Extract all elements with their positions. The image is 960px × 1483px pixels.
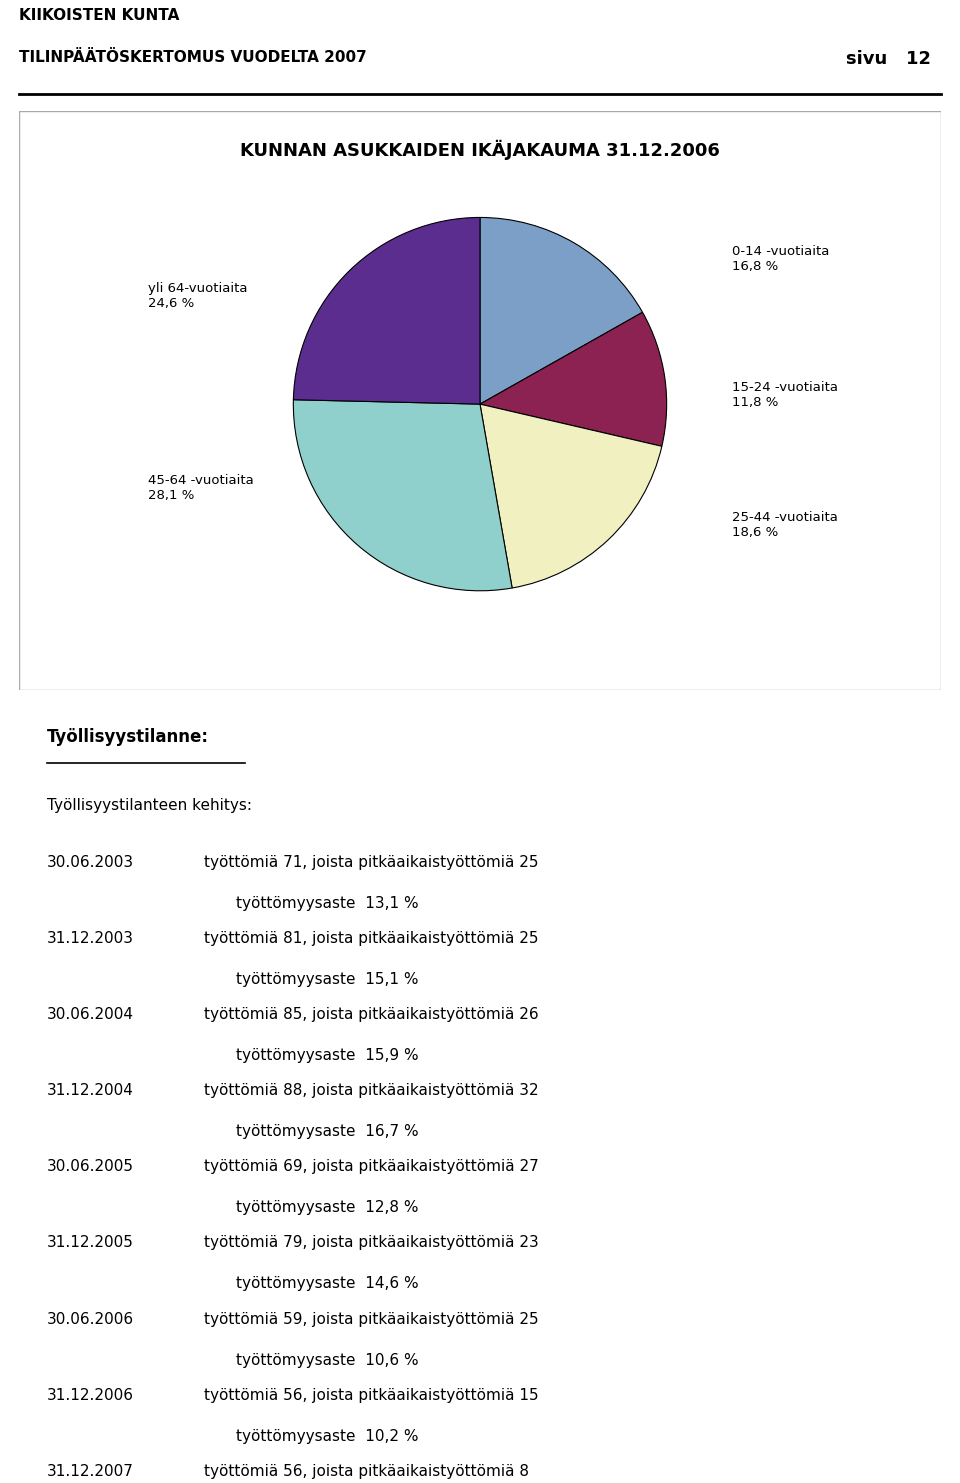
Text: työttömyysaste  14,6 %: työttömyysaste 14,6 % <box>236 1277 419 1292</box>
Text: työttömiä 88, joista pitkäaikaistyöttömiä 32: työttömiä 88, joista pitkäaikaistyöttömi… <box>204 1083 539 1099</box>
Text: KIIKOISTEN KUNTA: KIIKOISTEN KUNTA <box>19 7 180 22</box>
Text: 25-44 -vuotiaita
18,6 %: 25-44 -vuotiaita 18,6 % <box>732 512 838 540</box>
Text: 30.06.2006: 30.06.2006 <box>47 1311 134 1327</box>
Text: 31.12.2005: 31.12.2005 <box>47 1235 133 1250</box>
Wedge shape <box>480 313 666 446</box>
Text: Työllisyystilanne:: Työllisyystilanne: <box>47 728 209 746</box>
Wedge shape <box>294 400 512 590</box>
Text: työttömyysaste  15,1 %: työttömyysaste 15,1 % <box>236 971 419 986</box>
Text: työttömiä 56, joista pitkäaikaistyöttömiä 15: työttömiä 56, joista pitkäaikaistyöttömi… <box>204 1388 539 1403</box>
Text: KUNNAN ASUKKAIDEN IKÄJAKAUMA 31.12.2006: KUNNAN ASUKKAIDEN IKÄJAKAUMA 31.12.2006 <box>240 139 720 160</box>
Text: työttömiä 81, joista pitkäaikaistyöttömiä 25: työttömiä 81, joista pitkäaikaistyöttömi… <box>204 931 538 946</box>
Text: työttömyysaste  13,1 %: työttömyysaste 13,1 % <box>236 896 419 911</box>
Text: 31.12.2003: 31.12.2003 <box>47 931 133 946</box>
Text: työttömiä 85, joista pitkäaikaistyöttömiä 26: työttömiä 85, joista pitkäaikaistyöttömi… <box>204 1007 539 1022</box>
Text: 30.06.2004: 30.06.2004 <box>47 1007 133 1022</box>
Text: työttömiä 56, joista pitkäaikaistyöttömiä 8: työttömiä 56, joista pitkäaikaistyöttömi… <box>204 1464 529 1479</box>
Text: Työllisyystilanteen kehitys:: Työllisyystilanteen kehitys: <box>47 798 252 813</box>
Text: 30.06.2003: 30.06.2003 <box>47 854 134 869</box>
Text: 0-14 -vuotiaita
16,8 %: 0-14 -vuotiaita 16,8 % <box>732 245 829 273</box>
Text: työttömiä 71, joista pitkäaikaistyöttömiä 25: työttömiä 71, joista pitkäaikaistyöttömi… <box>204 854 538 869</box>
FancyBboxPatch shape <box>19 111 941 690</box>
Text: 15-24 -vuotiaita
11,8 %: 15-24 -vuotiaita 11,8 % <box>732 381 838 409</box>
Text: 30.06.2005: 30.06.2005 <box>47 1160 133 1175</box>
Text: 31.12.2004: 31.12.2004 <box>47 1083 133 1099</box>
Text: 45-64 -vuotiaita
28,1 %: 45-64 -vuotiaita 28,1 % <box>148 475 253 503</box>
Text: työttömyysaste  15,9 %: työttömyysaste 15,9 % <box>236 1048 419 1063</box>
Text: yli 64-vuotiaita
24,6 %: yli 64-vuotiaita 24,6 % <box>148 282 248 310</box>
Wedge shape <box>294 218 480 405</box>
Text: 31.12.2006: 31.12.2006 <box>47 1388 133 1403</box>
Text: työttömiä 59, joista pitkäaikaistyöttömiä 25: työttömiä 59, joista pitkäaikaistyöttömi… <box>204 1311 539 1327</box>
Text: työttömyysaste  12,8 %: työttömyysaste 12,8 % <box>236 1200 419 1215</box>
Text: työttömiä 69, joista pitkäaikaistyöttömiä 27: työttömiä 69, joista pitkäaikaistyöttömi… <box>204 1160 539 1175</box>
Text: TILINPÄÄTÖSKERTOMUS VUODELTA 2007: TILINPÄÄTÖSKERTOMUS VUODELTA 2007 <box>19 50 367 65</box>
Text: sivu   12: sivu 12 <box>846 50 931 68</box>
Text: työttömyysaste  10,2 %: työttömyysaste 10,2 % <box>236 1428 419 1444</box>
Text: työttömyysaste  16,7 %: työttömyysaste 16,7 % <box>236 1124 419 1139</box>
Wedge shape <box>480 218 642 405</box>
Text: työttömyysaste  10,6 %: työttömyysaste 10,6 % <box>236 1352 419 1367</box>
Wedge shape <box>480 405 661 587</box>
Text: työttömiä 79, joista pitkäaikaistyöttömiä 23: työttömiä 79, joista pitkäaikaistyöttömi… <box>204 1235 539 1250</box>
Text: 31.12.2007: 31.12.2007 <box>47 1464 133 1479</box>
